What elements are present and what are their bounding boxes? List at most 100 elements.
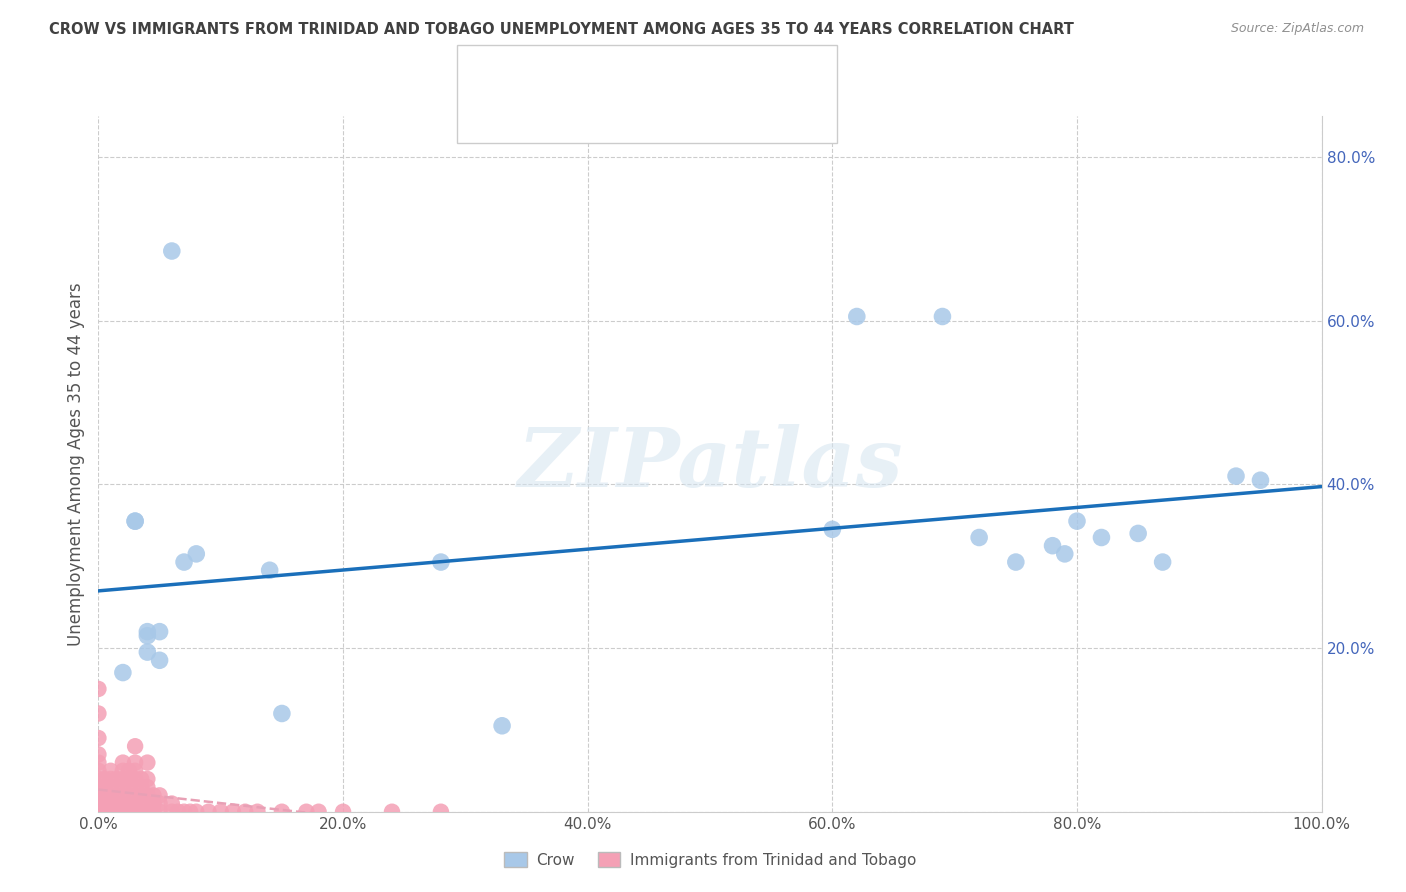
Point [100,800,122,814]
Point [111,756,134,770]
Point [87,805,110,819]
Point [124,805,146,819]
Point [136,772,159,786]
Point [1249,473,1271,487]
Point [142,805,165,819]
Point [87,805,110,819]
Point [821,522,844,536]
Point [118,800,141,814]
Point [142,797,165,811]
Point [100,764,122,778]
Point [222,805,245,819]
Point [111,805,134,819]
Point [124,789,146,803]
Point [93,789,115,803]
Point [118,772,141,786]
Point [87,747,110,762]
Point [111,797,134,811]
Point [381,805,404,819]
Point [173,555,195,569]
Point [1042,539,1064,553]
Point [118,789,141,803]
Point [149,624,172,639]
Point [124,780,146,794]
Point [111,789,134,803]
Point [308,805,330,819]
Point [186,547,208,561]
Point [136,789,159,803]
Point [87,800,110,814]
Point [129,772,152,786]
Point [430,555,453,569]
Point [136,756,159,770]
Point [105,805,128,819]
Point [186,805,208,819]
Point [124,739,146,754]
Point [111,800,134,814]
Point [246,805,269,819]
Point [1128,526,1150,541]
Text: R = 0.588    N = 28: R = 0.588 N = 28 [527,65,703,83]
Point [209,805,232,819]
Point [1066,514,1088,528]
Point [136,805,159,819]
Point [129,805,152,819]
Point [100,789,122,803]
Point [332,805,354,819]
Point [160,797,183,811]
Point [105,789,128,803]
Point [142,789,165,803]
Point [118,797,141,811]
Point [105,772,128,786]
Point [160,805,183,819]
Point [87,706,110,721]
Point [87,756,110,770]
Point [430,805,453,819]
Point [136,780,159,794]
Point [167,805,190,819]
Point [1152,555,1174,569]
Point [149,653,172,667]
Point [136,645,159,659]
Point [87,731,110,745]
Point [87,772,110,786]
Point [136,624,159,639]
Point [259,563,281,577]
Point [149,797,172,811]
Point [87,784,110,798]
Point [105,797,128,811]
Point [93,780,115,794]
Point [93,772,115,786]
Legend: Crow, Immigrants from Trinidad and Tobago: Crow, Immigrants from Trinidad and Tobag… [498,846,922,873]
Point [136,797,159,811]
Point [179,805,201,819]
Point [105,780,128,794]
Point [1004,555,1026,569]
Text: Source: ZipAtlas.com: Source: ZipAtlas.com [1230,22,1364,36]
Point [111,772,134,786]
Point [87,805,110,819]
Point [118,805,141,819]
Point [87,780,110,794]
Y-axis label: Unemployment Among Ages 35 to 44 years: Unemployment Among Ages 35 to 44 years [66,282,84,646]
Point [111,764,134,778]
Point [295,805,318,819]
Text: R = 0.228    N = 99: R = 0.228 N = 99 [527,100,703,118]
Point [160,244,183,258]
Point [87,789,110,803]
Point [967,531,990,545]
Point [124,514,146,528]
Point [491,719,513,733]
Point [124,772,146,786]
Text: ZIPatlas: ZIPatlas [517,424,903,504]
Point [87,805,110,819]
Point [87,805,110,819]
Point [118,764,141,778]
Point [1090,531,1112,545]
Point [87,805,110,819]
Point [124,756,146,770]
Point [87,764,110,778]
Point [87,797,110,811]
Point [233,805,256,819]
Point [93,805,115,819]
